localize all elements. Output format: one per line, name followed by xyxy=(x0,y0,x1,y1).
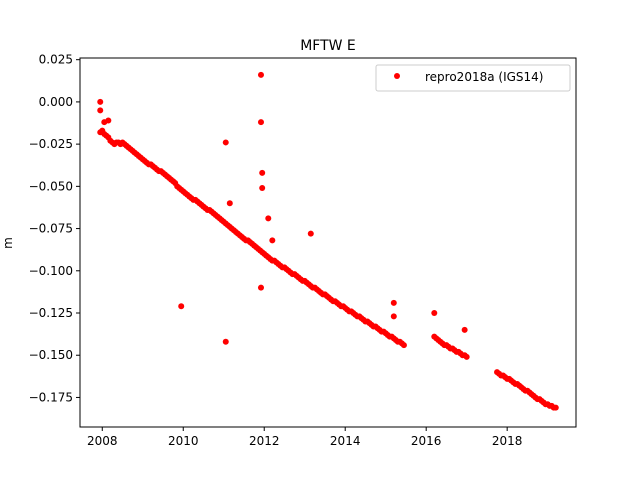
data-point xyxy=(265,215,272,222)
data-point xyxy=(307,230,314,237)
data-point xyxy=(97,107,104,114)
data-point xyxy=(461,326,468,333)
data-point xyxy=(259,185,266,192)
legend-label: repro2018a (IGS14) xyxy=(425,70,543,84)
data-point xyxy=(257,284,264,291)
data-point xyxy=(552,404,559,411)
x-tick-label: 2012 xyxy=(249,434,280,448)
plot-area xyxy=(80,58,576,427)
y-tick-label: −0.150 xyxy=(29,348,73,362)
x-tick-label: 2014 xyxy=(330,434,361,448)
x-tick-label: 2008 xyxy=(87,434,118,448)
y-tick-label: −0.100 xyxy=(29,264,73,278)
data-point xyxy=(259,169,266,176)
y-tick-label: 0.025 xyxy=(39,53,73,67)
data-point xyxy=(463,353,470,360)
data-point xyxy=(390,299,397,306)
data-point xyxy=(222,139,229,146)
data-point xyxy=(431,310,438,317)
data-point xyxy=(257,71,264,78)
data-point xyxy=(105,117,112,124)
data-point xyxy=(226,200,233,207)
data-points xyxy=(97,71,559,411)
data-point xyxy=(390,313,397,320)
data-point xyxy=(222,338,229,345)
y-tick-label: −0.050 xyxy=(29,179,73,193)
y-axis: 0.025 0.000 −0.025 −0.050 −0.075 −0.100 −0.125… xyxy=(29,53,80,404)
data-point xyxy=(97,98,104,105)
y-tick-label: −0.075 xyxy=(29,222,73,236)
y-tick-label: −0.125 xyxy=(29,306,73,320)
data-point xyxy=(257,119,264,126)
y-tick-label: −0.175 xyxy=(29,390,73,404)
legend: repro2018a (IGS14) xyxy=(375,64,571,92)
data-point xyxy=(400,342,407,349)
x-tick-label: 2010 xyxy=(168,434,199,448)
y-tick-label: 0.000 xyxy=(39,95,73,109)
y-tick-label: −0.025 xyxy=(29,137,73,151)
chart-title: MFTW E xyxy=(300,38,356,54)
x-axis: 2008 2010 2012 2014 2016 2018 xyxy=(87,427,522,448)
x-tick-label: 2018 xyxy=(492,434,523,448)
x-tick-label: 2016 xyxy=(411,434,442,448)
y-axis-label: m xyxy=(1,237,15,249)
data-point xyxy=(178,303,185,310)
legend-box xyxy=(375,64,571,92)
legend-marker xyxy=(394,73,400,79)
data-point xyxy=(269,237,276,244)
plot-frame xyxy=(79,57,577,428)
